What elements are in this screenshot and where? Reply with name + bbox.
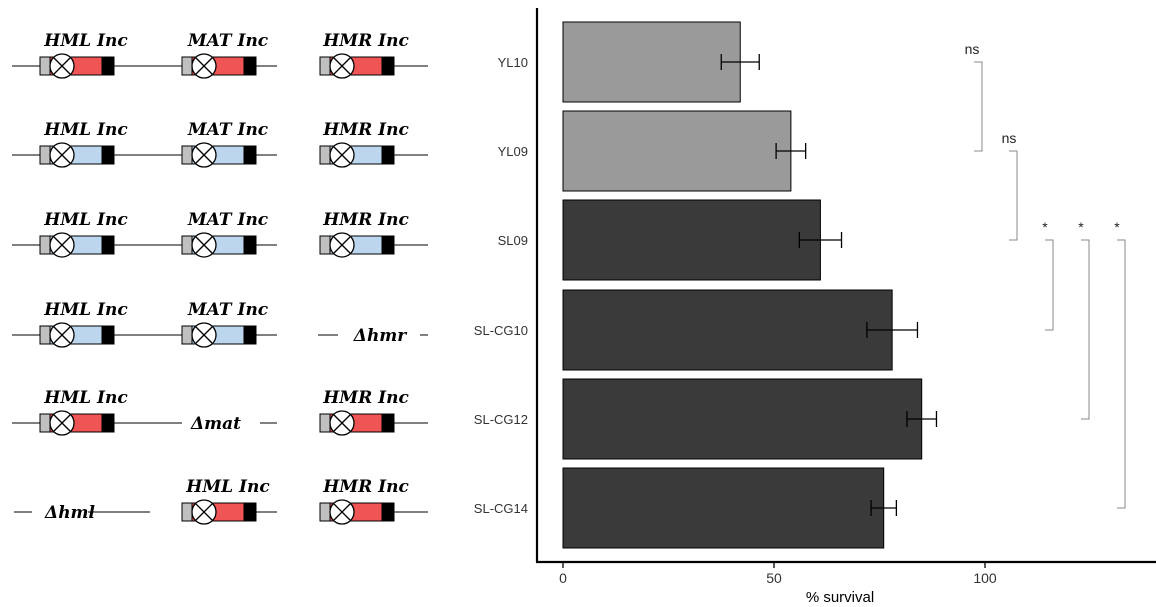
- locus-label: HML Inc: [43, 31, 128, 51]
- x-tick-label: 0: [559, 570, 567, 586]
- locus-label: HML Inc: [43, 210, 128, 230]
- locus-label: HML Inc: [185, 477, 270, 497]
- category-label: YL09: [498, 144, 528, 159]
- significance-label: ns: [1002, 130, 1017, 146]
- deletion-label: Δmat: [190, 414, 241, 434]
- locus-schematic: HML Inc MAT Inc HMR Inc HML Inc MAT Inc HMR I…: [12, 31, 428, 525]
- grey-segment: [181, 235, 193, 255]
- black-segment: [381, 413, 395, 433]
- cross-line: [333, 57, 351, 75]
- bar-YL09: [562, 110, 792, 192]
- black-segment: [243, 325, 257, 345]
- grey-segment: [181, 325, 193, 345]
- significance-brackets-group: ns ns * * *: [965, 41, 1126, 509]
- cross-line: [195, 326, 213, 344]
- grey-segment: [181, 56, 193, 76]
- locus-label: MAT Inc: [187, 210, 269, 230]
- cross-line: [53, 326, 71, 344]
- locus-label: HMR Inc: [322, 210, 409, 230]
- grey-segment: [39, 325, 51, 345]
- black-segment: [101, 413, 115, 433]
- category-label: SL-CG14: [474, 501, 528, 516]
- category-label: SL-CG10: [474, 323, 528, 338]
- black-segment: [101, 235, 115, 255]
- cross-line: [333, 503, 351, 521]
- cross-line: [53, 57, 71, 75]
- bars-group: [562, 21, 923, 549]
- x-tick-label: 100: [973, 570, 997, 586]
- deletion-label: Δhml: [44, 503, 96, 523]
- significance-label: ns: [965, 41, 980, 57]
- significance-bracket: [1081, 239, 1090, 420]
- black-segment: [101, 325, 115, 345]
- black-segment: [381, 502, 395, 522]
- grey-segment: [319, 235, 331, 255]
- black-segment: [243, 56, 257, 76]
- grey-segment: [319, 145, 331, 165]
- bar-SL-CG10: [562, 289, 893, 371]
- locus-label: MAT Inc: [187, 31, 269, 51]
- grey-segment: [39, 56, 51, 76]
- locus-label: HML Inc: [43, 388, 128, 408]
- black-segment: [243, 145, 257, 165]
- cross-line: [195, 57, 213, 75]
- cross-line: [53, 236, 71, 254]
- significance-bracket: [1117, 239, 1126, 509]
- cross-line: [195, 503, 213, 521]
- deletion-label: Δhmr: [353, 326, 408, 346]
- cross-line: [333, 414, 351, 432]
- axes-group: 0 50 100: [535, 8, 1156, 586]
- grey-segment: [39, 145, 51, 165]
- grey-segment: [319, 413, 331, 433]
- grey-segment: [319, 56, 331, 76]
- cross-line: [53, 414, 71, 432]
- black-segment: [381, 56, 395, 76]
- significance-bracket: [974, 61, 983, 152]
- bar-SL-CG12: [562, 378, 923, 460]
- locus-label: HML Inc: [43, 120, 128, 140]
- significance-label: *: [1078, 219, 1084, 235]
- significance-label: *: [1042, 219, 1048, 235]
- cross-line: [333, 146, 351, 164]
- significance-bracket: [1009, 150, 1018, 241]
- survival-bar-chart: YL10 YL09 SL09 SL-CG10 SL-CG12 SL-CG14 0 50 100…: [474, 8, 1156, 606]
- grey-segment: [181, 145, 193, 165]
- locus-label: MAT Inc: [187, 120, 269, 140]
- bar-SL-CG14: [562, 467, 885, 549]
- grey-segment: [39, 235, 51, 255]
- significance-bracket: [1045, 239, 1054, 331]
- bar-SL09: [562, 199, 821, 281]
- bar-YL10: [562, 21, 741, 103]
- error-bars-group: [720, 54, 938, 516]
- category-label: SL09: [498, 233, 528, 248]
- cross-line: [333, 236, 351, 254]
- grey-segment: [319, 502, 331, 522]
- category-label: SL-CG12: [474, 412, 528, 427]
- locus-label: MAT Inc: [187, 300, 269, 320]
- x-axis-title: % survival: [806, 589, 874, 606]
- locus-label: HMR Inc: [322, 388, 409, 408]
- black-segment: [381, 235, 395, 255]
- black-segment: [101, 56, 115, 76]
- significance-label: *: [1114, 219, 1120, 235]
- locus-label: HMR Inc: [322, 31, 409, 51]
- category-label: YL10: [498, 55, 528, 70]
- locus-label: HML Inc: [43, 300, 128, 320]
- x-tick-label: 50: [766, 570, 782, 586]
- grey-segment: [181, 502, 193, 522]
- cross-line: [53, 146, 71, 164]
- cross-line: [195, 146, 213, 164]
- category-labels-group: YL10 YL09 SL09 SL-CG10 SL-CG12 SL-CG14: [474, 55, 528, 516]
- black-segment: [243, 502, 257, 522]
- locus-label: HMR Inc: [322, 120, 409, 140]
- black-segment: [243, 235, 257, 255]
- black-segment: [101, 145, 115, 165]
- grey-segment: [39, 413, 51, 433]
- locus-label: HMR Inc: [322, 477, 409, 497]
- cross-line: [195, 236, 213, 254]
- black-segment: [381, 145, 395, 165]
